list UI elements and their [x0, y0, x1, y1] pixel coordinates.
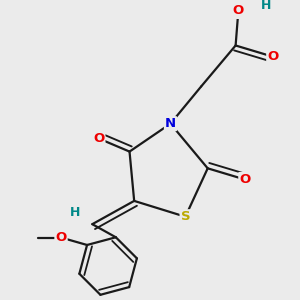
- Text: O: O: [56, 231, 67, 244]
- Text: H: H: [70, 206, 81, 220]
- Text: O: O: [267, 50, 278, 63]
- Text: H: H: [261, 0, 272, 12]
- Text: S: S: [181, 210, 190, 223]
- Text: O: O: [93, 132, 104, 145]
- Text: O: O: [233, 4, 244, 16]
- Text: N: N: [165, 117, 176, 130]
- Text: O: O: [239, 173, 250, 186]
